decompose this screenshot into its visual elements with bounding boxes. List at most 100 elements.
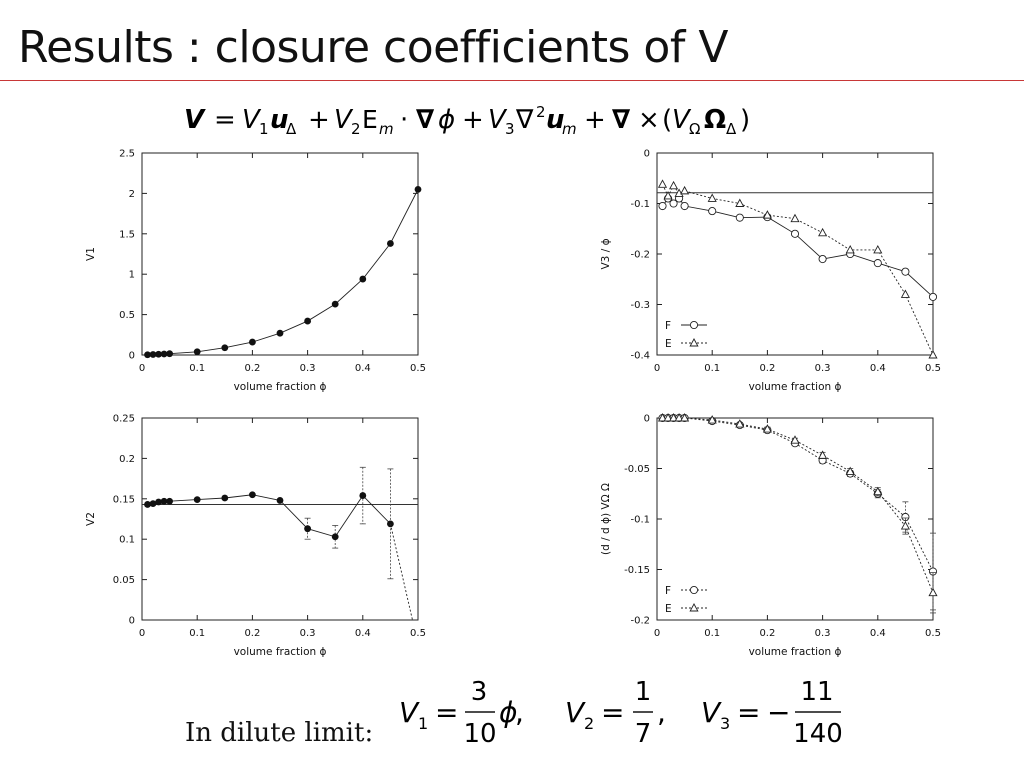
equation-dilute-limit: V 1 = 3 10 ϕ , V 2 = 1 7 , V 3 = − 11 14… [399, 677, 843, 749]
dilute-limit-label: In dilute limit: [185, 718, 374, 748]
data-point [680, 201, 689, 211]
y-tick-label: -0.1 [630, 199, 650, 210]
data-point [707, 193, 717, 202]
svg-text:m: m [379, 120, 394, 138]
svg-text:u: u [270, 105, 289, 135]
equation-v-closure: V = V 1 u Δ + V 2 E m · ∇ ϕ + V 3 ∇ 2 u … [184, 103, 750, 138]
data-point [166, 497, 173, 505]
data-point [818, 255, 827, 264]
x-tick-label: 0.2 [244, 628, 260, 639]
svg-text:Ω: Ω [704, 105, 726, 135]
x-tick-label: 0.3 [815, 628, 831, 639]
x-tick-label: 0.2 [759, 363, 775, 374]
svg-text:+: + [584, 105, 606, 135]
data-point [735, 198, 745, 207]
svg-text:·: · [400, 105, 408, 135]
x-tick-label: 0.5 [925, 628, 941, 639]
x-tick-label: 0.4 [870, 363, 886, 374]
data-point [658, 201, 667, 211]
series-line [662, 184, 934, 356]
y-tick-label: 0.1 [119, 535, 135, 546]
data-point [160, 350, 168, 358]
svg-text:−: − [767, 696, 790, 729]
y-axis-label: V1 [85, 247, 97, 261]
data-point [166, 350, 173, 358]
x-tick-label: 0 [654, 363, 660, 374]
data-point [873, 259, 882, 268]
data-point [669, 413, 679, 422]
data-point [762, 424, 772, 433]
x-tick-label: 0 [139, 628, 145, 639]
data-point [160, 497, 168, 505]
data-point [707, 415, 717, 424]
data-point [155, 498, 162, 506]
y-tick-label: -0.4 [630, 351, 650, 362]
legend-label: F [665, 320, 671, 332]
data-point [149, 351, 157, 358]
data-point [221, 494, 229, 502]
svg-text:3: 3 [505, 120, 515, 138]
data-point [900, 289, 910, 298]
data-point [762, 210, 772, 219]
svg-text:=: = [737, 696, 760, 729]
y-tick-label: -0.1 [630, 515, 650, 526]
x-tick-label: 0.5 [410, 363, 426, 374]
series-line [147, 494, 391, 538]
chart-v2: 0 0.1 0.2 0.3 0.4 0.5 0 0.05 0.1 0.15 0.2 0.25 volum… [85, 414, 426, 659]
x-tick-label: 0.3 [300, 363, 316, 374]
x-tick-label: 0.1 [189, 363, 205, 374]
y-tick-label: 0.15 [113, 494, 135, 505]
data-point [873, 245, 883, 254]
svg-text:V: V [399, 696, 420, 729]
svg-text:7: 7 [635, 719, 652, 749]
y-tick-label: -0.3 [630, 300, 650, 311]
x-tick-label: 0.5 [925, 363, 941, 374]
svg-text:V: V [488, 105, 508, 135]
data-point [331, 300, 339, 308]
data-point [657, 413, 668, 422]
y-axis-label: (d / d ϕ) VΩ Ω [600, 483, 612, 555]
x-tick-label: 0.1 [704, 363, 720, 374]
data-point [790, 229, 800, 238]
data-point [873, 486, 883, 496]
y-axis-label: V2 [85, 512, 97, 526]
x-tick-label: 0.4 [355, 363, 371, 374]
data-point [928, 567, 938, 576]
svg-text:=: = [435, 696, 458, 729]
data-point [818, 227, 828, 237]
slide-title: Results : closure coefficients of V [18, 22, 728, 73]
legend-marker [689, 585, 699, 595]
x-tick-label: 0.3 [300, 628, 316, 639]
data-point [414, 185, 422, 193]
chart-v3-over-phi: 0 0.1 0.2 0.3 0.4 0.5 0 -0.1 -0.2 -0.3 -0.4 volume … [600, 149, 941, 394]
svg-text:V: V [184, 105, 206, 135]
x-tick-label: 0.2 [759, 628, 775, 639]
svg-text:,: , [515, 696, 524, 729]
x-tick-label: 0.1 [189, 628, 205, 639]
data-point [276, 497, 284, 504]
svg-text:∇: ∇ [612, 105, 631, 135]
svg-text:∇: ∇ [515, 105, 534, 135]
x-tick-label: 0.2 [244, 363, 260, 374]
svg-text:∇: ∇ [416, 105, 435, 135]
data-point [674, 413, 684, 422]
data-point [663, 413, 673, 422]
data-point [680, 185, 690, 195]
svg-text:140: 140 [793, 719, 843, 749]
svg-text:+: + [462, 105, 484, 135]
data-point [155, 350, 162, 358]
y-tick-label: 0.5 [119, 310, 135, 321]
data-point [144, 351, 151, 359]
svg-text:E: E [362, 105, 378, 134]
y-tick-label: 1.5 [119, 229, 135, 240]
legend-marker [689, 338, 699, 347]
data-point [304, 525, 311, 533]
x-tick-label: 0.1 [704, 628, 720, 639]
y-tick-label: 2 [129, 189, 135, 200]
legend-marker [689, 320, 699, 330]
svg-text:u: u [546, 105, 565, 135]
y-tick-label: -0.15 [624, 565, 650, 576]
legend-label: F [665, 585, 671, 597]
data-point [193, 496, 201, 504]
svg-text:Ω: Ω [689, 120, 700, 138]
